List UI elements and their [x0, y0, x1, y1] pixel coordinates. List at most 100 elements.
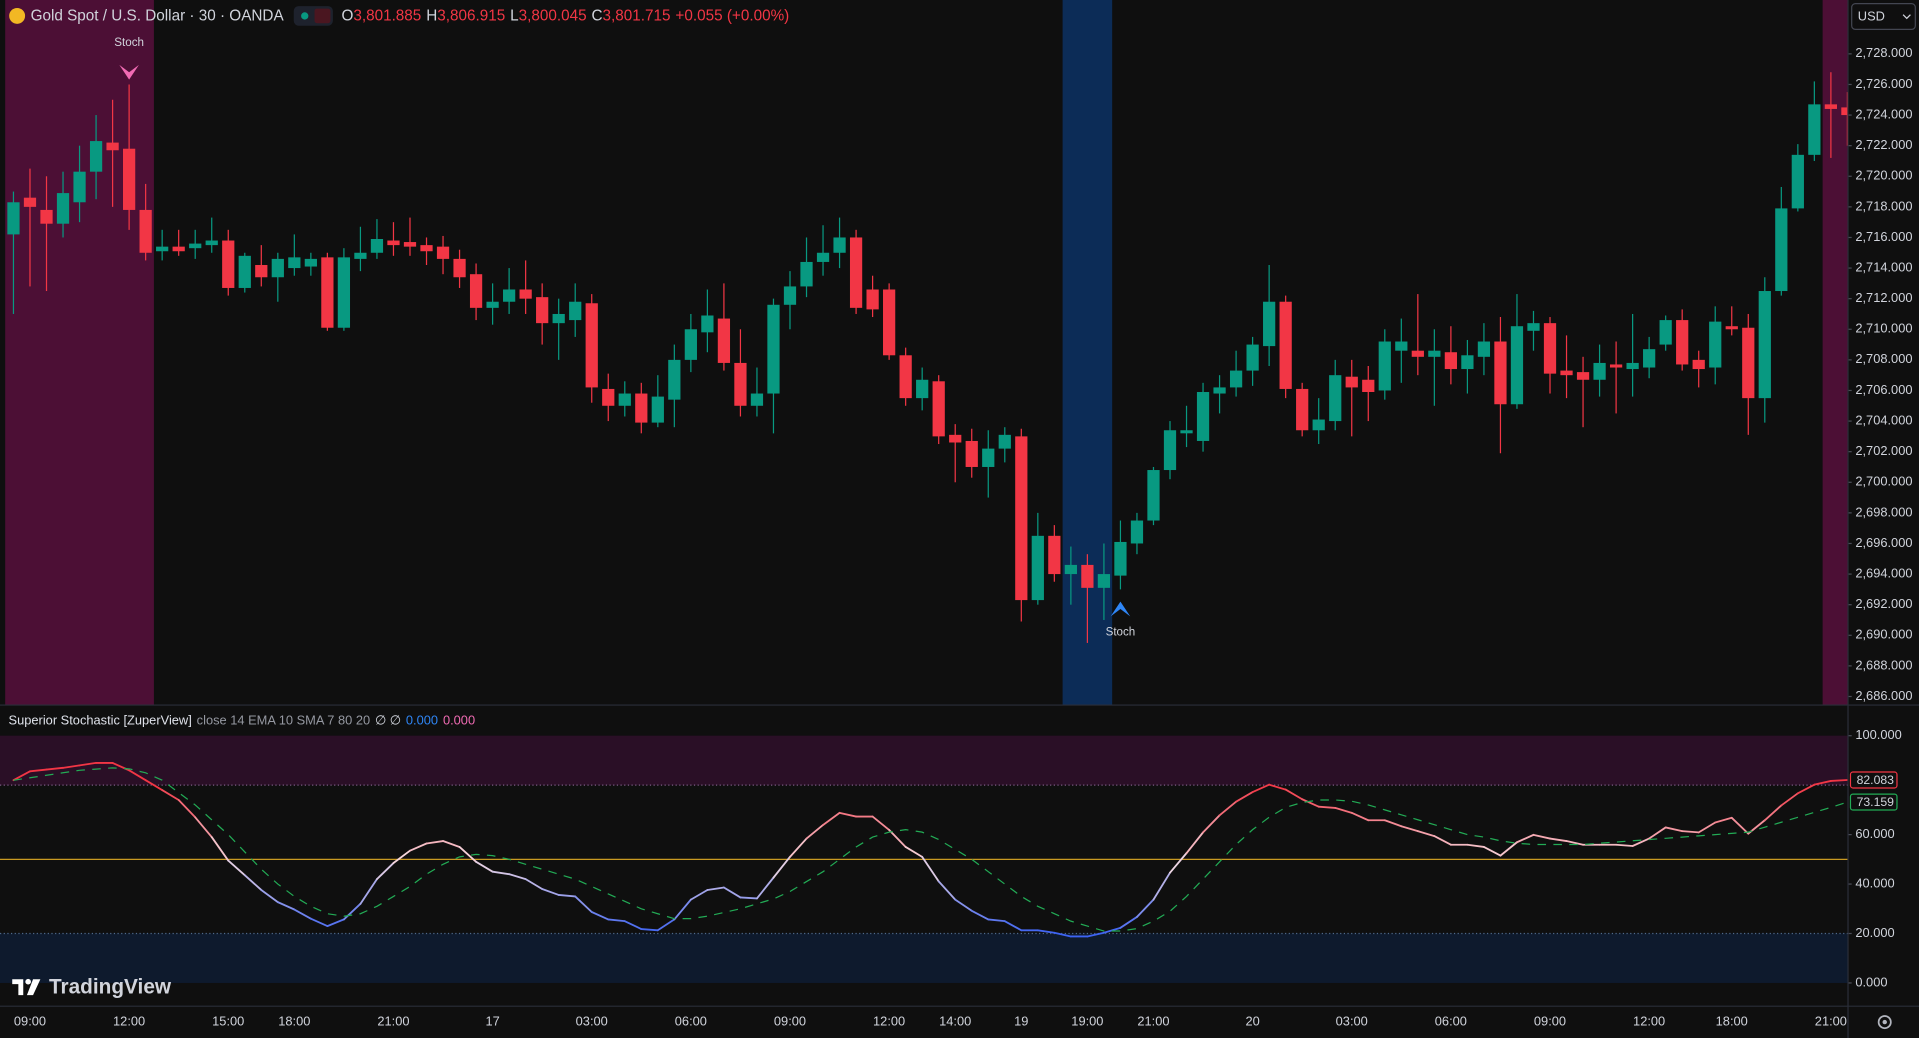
x-tick-label: 18:00 [1716, 1013, 1748, 1028]
candle-body [23, 197, 37, 207]
candle-body [651, 396, 664, 423]
ohlc-value: 3,800.045 [519, 8, 587, 25]
y-tick-label: 100.000 [1855, 727, 1901, 742]
candle-body [1048, 535, 1061, 575]
stoch-k-segment [342, 902, 362, 921]
candle-body [1329, 375, 1342, 422]
y-tick-label: 2,700.000 [1855, 474, 1912, 489]
candle-body [453, 258, 466, 278]
currency[interactable]: USD [1858, 9, 1885, 24]
x-tick-label: 18:00 [278, 1013, 310, 1028]
x-tick-label: 12:00 [1633, 1013, 1665, 1028]
candle-body [1229, 370, 1243, 388]
candle-body [1064, 564, 1077, 575]
stoch-k-segment [871, 815, 891, 831]
candle-body [1428, 350, 1441, 357]
stoch-k-segment [293, 908, 312, 920]
x-tick-label: 20 [1245, 1013, 1259, 1028]
candle-body [800, 261, 813, 287]
stoch-k-segment [1631, 837, 1651, 847]
x-tick-label: 21:00 [377, 1013, 409, 1028]
candle-body [1031, 535, 1044, 601]
candle-body [1395, 341, 1408, 351]
stoch-k-segment [458, 846, 477, 863]
candle-body [1411, 350, 1424, 357]
candle-body [1081, 564, 1094, 588]
candle-body [1163, 430, 1177, 471]
stoch-k-segment [1003, 920, 1023, 932]
stoch-k-segment [1301, 798, 1320, 808]
stoch-k-segment [260, 889, 279, 904]
candle-body [932, 381, 945, 437]
currency-button[interactable] [1851, 3, 1916, 30]
candle-body [883, 289, 896, 356]
stoch-k-segment [491, 870, 511, 876]
candle-body [684, 329, 697, 360]
signal-label: Stoch [1106, 625, 1136, 638]
stoch-k-segment [1532, 833, 1551, 840]
candle-body [998, 434, 1011, 449]
candle-body [40, 209, 53, 224]
candle-body [222, 240, 235, 288]
stoch-k-segment [161, 789, 180, 801]
stoch-k-segment [607, 918, 626, 923]
brand-logo: TradingView [12, 975, 172, 998]
stoch-k-segment [1383, 819, 1403, 828]
stoch-k-segment [789, 837, 808, 858]
stoch-k-segment [722, 886, 742, 899]
candle-body [486, 301, 499, 308]
y-tick-label: 2,720.000 [1855, 168, 1912, 183]
stoch-k-segment [1136, 898, 1155, 918]
symbol-icon [9, 7, 26, 24]
candle-body [982, 448, 995, 467]
stoch-k-segment [359, 878, 378, 905]
candle-body [767, 304, 780, 394]
axes: 2,686.000 2,688.000 2,690.000 2,692.000 2,69… [14, 45, 1913, 1028]
stoch-k-segment [541, 888, 560, 896]
stoch-k-segment [524, 878, 544, 890]
stoch-k-segment [689, 889, 709, 901]
stoch-k-segment [1466, 843, 1485, 848]
indicator-legend[interactable]: Superior Stochastic [ZuperView] close 14 … [9, 713, 476, 728]
candle-body [916, 379, 929, 399]
stoch-k-segment [1251, 783, 1271, 793]
stoch-k-segment [1648, 826, 1667, 840]
candle-body [849, 237, 863, 308]
stoch-k-segment [128, 769, 147, 782]
stoch-k-segment [1697, 821, 1717, 834]
x-tick-label: 09:00 [774, 1013, 806, 1028]
candle-body [965, 440, 978, 467]
indicator-title: Superior Stochastic [ZuperView] [9, 713, 192, 728]
candle-body [1758, 291, 1771, 399]
stoch-k-segment [1053, 931, 1072, 938]
stoch-pane [0, 735, 1849, 983]
x-tick-label: 21:00 [1815, 1013, 1847, 1028]
stoch-k-segment [937, 880, 957, 901]
stoch-k-segment [1664, 826, 1684, 833]
stoch-k-segment [1763, 804, 1783, 822]
stoch-k-segment [144, 779, 164, 792]
candle-body [1560, 370, 1573, 376]
stoch-k-segment [1102, 926, 1122, 934]
y-tick-label: 2,698.000 [1855, 504, 1912, 519]
stoch-k-segment [62, 764, 81, 769]
stoch-k-segment [1714, 816, 1733, 824]
stoch-k-segment [739, 896, 758, 900]
candle-body [156, 246, 169, 252]
candle-body [255, 265, 268, 278]
stoch-k-segment [1169, 852, 1188, 874]
candle-body [1527, 323, 1540, 331]
candle-body [370, 238, 384, 253]
settings-button[interactable] [1877, 1015, 1892, 1030]
y-tick-label: 2,692.000 [1855, 596, 1912, 611]
symbol[interactable]: Gold Spot / U.S. Dollar · 30 · OANDA [31, 8, 285, 25]
candle-body [866, 289, 879, 310]
candle-body [73, 171, 86, 203]
last-value-box [1849, 793, 1898, 811]
x-tick-label: 12:00 [873, 1013, 905, 1028]
status-flag [314, 8, 331, 24]
candle-body [1742, 327, 1755, 399]
stoch-k-segment [1433, 835, 1452, 846]
x-tick-label: 06:00 [1435, 1013, 1467, 1028]
